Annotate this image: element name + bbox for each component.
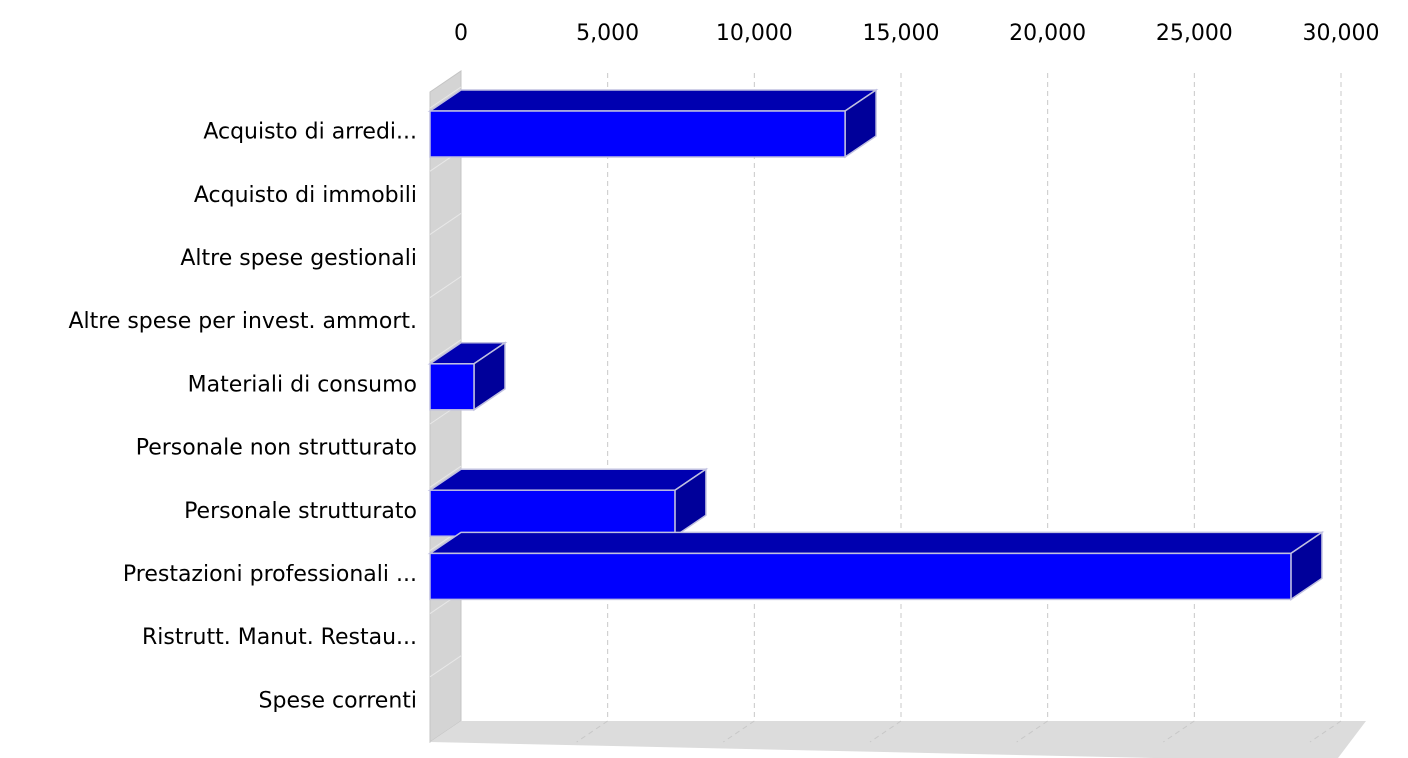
bar-front-face	[429, 363, 475, 411]
category-label: Materiali di consumo	[188, 372, 417, 397]
floor-grid-line	[1016, 720, 1048, 743]
bar-front-face	[429, 110, 846, 158]
category-label: Ristrutt. Manut. Restau...	[142, 625, 417, 650]
wall-row-line	[429, 465, 462, 488]
floor-grid-line	[723, 720, 755, 743]
x-tick-label: 25,000	[1156, 21, 1233, 46]
x-tick-label: 30,000	[1303, 21, 1380, 46]
category-label: Altre spese gestionali	[180, 246, 417, 271]
bar	[427, 530, 1325, 601]
x-tick-label: 5,000	[576, 21, 639, 46]
bar	[427, 341, 508, 412]
wall-row-line	[429, 212, 462, 235]
floor	[430, 721, 1366, 758]
category-label: Altre spese per invest. ammort.	[68, 309, 417, 334]
floor-grid-line	[1309, 720, 1342, 743]
x-axis-ticks: 0 5,000 10,000 15,000 20,000 25,000 30,000	[454, 21, 1379, 46]
wall-row-line	[429, 339, 462, 362]
x-tick-label: 15,000	[863, 21, 940, 46]
bars	[427, 88, 1325, 601]
wall-row-line	[429, 655, 462, 678]
x-tick-label: 20,000	[1009, 21, 1086, 46]
category-label: Acquisto di arredi...	[203, 120, 417, 145]
bar-front-face	[429, 489, 676, 537]
category-label: Personale non strutturato	[136, 436, 417, 461]
wall-row-line	[429, 276, 462, 299]
floor-grid-line	[576, 720, 608, 743]
bar-top-face	[427, 89, 879, 112]
grid-lines	[576, 73, 1342, 743]
bar-top-face	[427, 468, 709, 491]
x-tick-label: 10,000	[716, 21, 793, 46]
chart-wall	[429, 70, 1366, 758]
category-label: Acquisto di immobili	[194, 183, 417, 208]
wall-row-line	[429, 86, 462, 109]
bar-front-face	[429, 552, 1292, 601]
bar	[427, 467, 709, 538]
floor-grid-line	[1163, 720, 1195, 743]
category-label: Spese correnti	[259, 688, 417, 713]
bar-top-face	[427, 531, 1325, 555]
floor-grid-line	[869, 720, 902, 743]
category-label: Personale strutturato	[184, 499, 417, 524]
category-label: Prestazioni professionali ...	[123, 562, 417, 587]
x-tick-label: 0	[454, 21, 468, 46]
category-labels: Acquisto di arredi... Acquisto di immobil…	[68, 120, 417, 714]
bar	[427, 88, 879, 159]
